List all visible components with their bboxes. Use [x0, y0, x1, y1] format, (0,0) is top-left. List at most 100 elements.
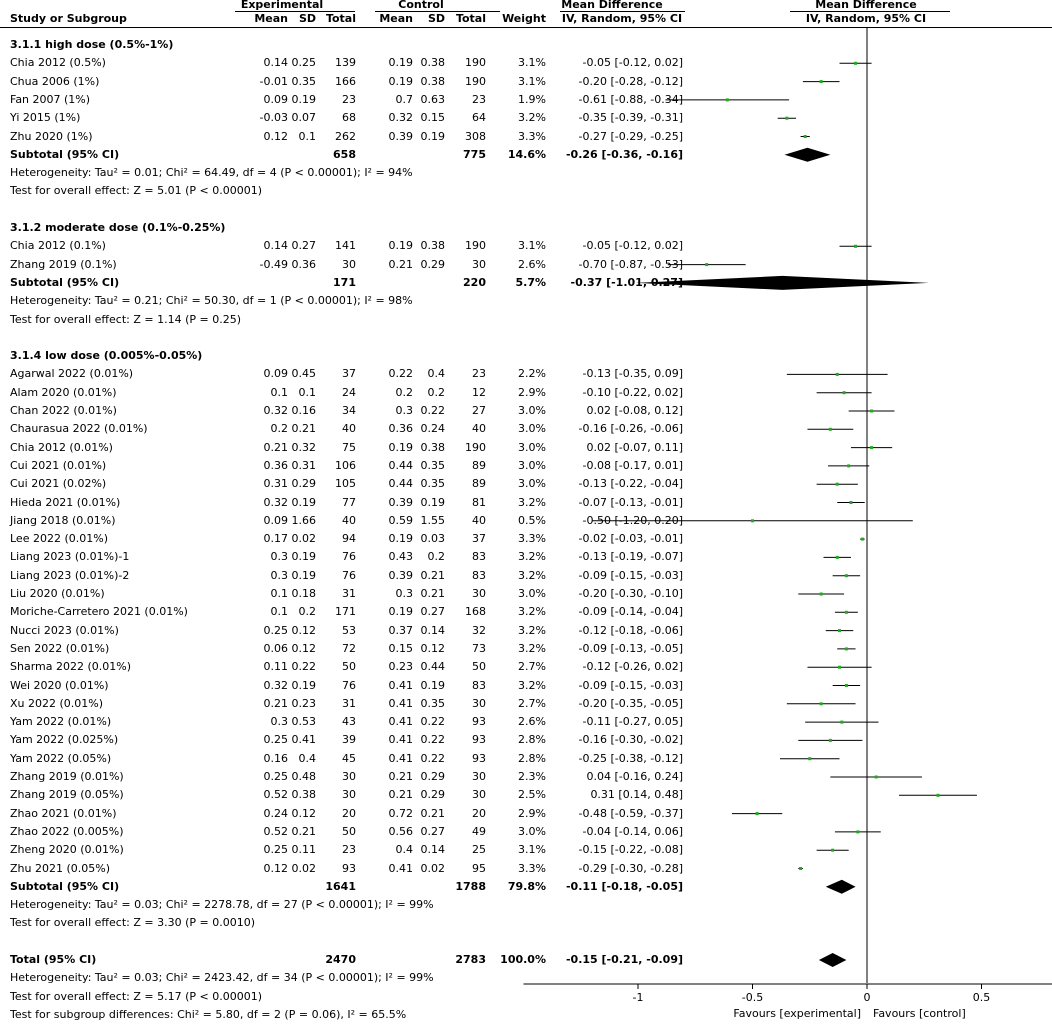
ctl-mean-cell: 0.19 — [388, 440, 414, 454]
x-axis-tick-label: -0.5 — [742, 991, 763, 1004]
exp-sd-cell: 0.45 — [291, 367, 317, 381]
exp-mean-cell: 0.3 — [270, 568, 289, 582]
study-name: Zhu 2020 (1%) — [10, 129, 93, 143]
exp-total-cell: 171 — [335, 605, 356, 619]
exp-total-cell: 76 — [342, 678, 356, 692]
subtotal-diamond — [825, 879, 856, 894]
heterogeneity-text: Heterogeneity: Tau² = 0.01; Chi² = 64.49… — [10, 166, 413, 180]
ctl-mean-cell: 0.36 — [388, 422, 414, 436]
ci-cell: -0.25 [-0.38, -0.12] — [578, 751, 683, 765]
ctl-mean-cell: 0.39 — [388, 495, 414, 509]
exp-sd-cell: 0.31 — [291, 458, 317, 472]
ctl-total-cell: 93 — [472, 733, 486, 747]
study-name: Hieda 2021 (0.01%) — [10, 495, 121, 509]
ci-cell: -0.50 [-1.20, 0.20] — [582, 513, 684, 527]
ctl-sd-cell: 0.38 — [420, 440, 446, 454]
exp-sd-cell: 1.66 — [291, 513, 317, 527]
weight-cell: 3.1% — [518, 74, 546, 88]
study-ci-marker — [807, 427, 854, 431]
study-name: Yam 2022 (0.05%) — [10, 751, 112, 765]
exp-total-cell: 105 — [335, 477, 356, 491]
ctl-total-cell: 12 — [472, 385, 486, 399]
ctl-mean-cell: 0.21 — [388, 770, 414, 783]
ci-cell: -0.05 [-0.12, 0.02] — [582, 239, 684, 253]
weight-cell: 3.2% — [518, 495, 546, 509]
subgroup-title: 3.1.4 low dose (0.005%-0.05%) — [10, 349, 203, 363]
exp-mean-cell: 0.36 — [263, 458, 289, 472]
study-ci-marker — [816, 482, 858, 486]
ci-cell: -0.20 [-0.30, -0.10] — [578, 587, 683, 600]
exp-sd-cell: 0.19 — [291, 678, 317, 692]
ctl-mean-cell: 0.15 — [388, 641, 414, 655]
ctl-sd-cell: 0.19 — [420, 678, 446, 692]
overall-effect-text: Test for overall effect: Z = 5.01 (P < 0… — [10, 184, 262, 198]
exp-total-cell: 72 — [342, 641, 356, 655]
exp-total-cell: 40 — [342, 513, 356, 527]
ci-cell: 0.04 [-0.16, 0.24] — [586, 770, 683, 783]
exp-mean-cell: 0.25 — [263, 843, 289, 857]
exp-mean-cell: 0.16 — [263, 751, 289, 765]
study-name: Chia 2012 (0.5%) — [10, 56, 106, 70]
subtotal-label: Subtotal (95% CI) — [10, 147, 120, 161]
exp-mean-cell: 0.1 — [270, 385, 289, 399]
ci-cell: -0.12 [-0.18, -0.06] — [578, 623, 683, 637]
ctl-sd-cell: 0.22 — [420, 715, 446, 729]
exp-sd-cell: 0.12 — [291, 623, 317, 637]
weight-cell: 2.9% — [518, 806, 546, 820]
exp-total-cell: 34 — [342, 404, 356, 417]
exp-mean-cell: 0.09 — [263, 367, 289, 381]
weight-cell: 3.1% — [518, 239, 546, 253]
ctl-total-cell: 23 — [472, 367, 486, 381]
study-ci-marker — [798, 592, 845, 596]
study-name: Zhao 2021 (0.01%) — [10, 806, 117, 820]
ctl-total-cell: 49 — [472, 824, 486, 838]
subtotal-ctl-total: 775 — [463, 147, 486, 161]
study-ci-marker — [786, 702, 856, 706]
ctl-mean-cell: 0.41 — [388, 751, 414, 765]
ctl-total-cell: 40 — [472, 422, 486, 436]
exp-total-cell: 94 — [342, 532, 356, 546]
exp-total-cell: 30 — [342, 788, 356, 802]
header-mean-difference: Mean Difference — [561, 0, 663, 11]
weight-cell: 3.2% — [518, 550, 546, 564]
subtotal-weight: 5.7% — [515, 275, 546, 289]
exp-total-cell: 53 — [342, 623, 356, 637]
ctl-sd-cell: 0.21 — [420, 587, 446, 600]
column-header-study: Study or Subgroup — [10, 12, 127, 25]
exp-mean-cell: 0.21 — [263, 440, 289, 454]
exp-total-cell: 106 — [335, 458, 356, 472]
ctl-total-cell: 93 — [472, 751, 486, 765]
study-ci-marker — [798, 738, 863, 742]
study-ci-marker — [667, 263, 746, 267]
exp-mean-cell: 0.24 — [263, 806, 289, 820]
study-name: Cui 2021 (0.02%) — [10, 477, 107, 491]
header-control-underline — [375, 11, 500, 12]
study-ci-marker — [850, 446, 893, 450]
exp-sd-cell: 0.18 — [291, 587, 317, 600]
subtotal-weight: 14.6% — [507, 147, 546, 161]
exp-total-cell: 139 — [335, 56, 356, 70]
ctl-mean-cell: 0.72 — [388, 806, 414, 820]
exp-total-cell: 43 — [342, 715, 356, 729]
ctl-sd-cell: 0.4 — [427, 367, 446, 381]
study-ci-marker — [834, 830, 881, 834]
study-name: Moriche-Carretero 2021 (0.01%) — [10, 605, 188, 619]
exp-total-cell: 20 — [342, 806, 356, 820]
weight-cell: 0.5% — [518, 513, 546, 527]
study-name: Agarwal 2022 (0.01%) — [10, 367, 134, 381]
column-header-exp-mean: Mean — [254, 12, 288, 25]
exp-sd-cell: 0.02 — [291, 861, 317, 875]
total-exp-total: 2470 — [325, 953, 356, 966]
ctl-sd-cell: 0.21 — [420, 806, 446, 820]
weight-cell: 2.6% — [518, 715, 546, 729]
weight-cell: 2.8% — [518, 751, 546, 765]
ctl-total-cell: 20 — [472, 806, 486, 820]
study-name: Zhao 2022 (0.005%) — [10, 824, 124, 838]
ctl-sd-cell: 0.19 — [420, 495, 446, 509]
ci-cell: -0.04 [-0.14, 0.06] — [582, 824, 684, 838]
ctl-sd-cell: 0.38 — [420, 239, 446, 253]
study-ci-marker — [834, 610, 858, 614]
total-label: Total (95% CI) — [10, 953, 97, 966]
total-diamond — [818, 953, 847, 967]
ctl-sd-cell: 0.22 — [420, 733, 446, 747]
